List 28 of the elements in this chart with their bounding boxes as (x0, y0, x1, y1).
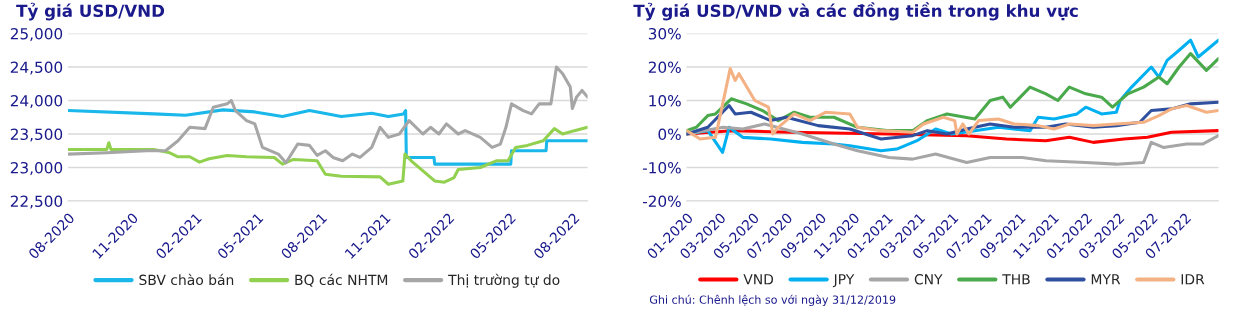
legend-label: CNY (914, 274, 943, 285)
y-tick-label: 10% (649, 94, 681, 107)
line-series (68, 108, 588, 166)
legend-label: THB (1002, 274, 1030, 285)
line-series (686, 67, 1219, 141)
y-tick-label: 24,000 (10, 94, 63, 109)
y-tick-label: -20% (642, 195, 681, 208)
y-tick-label: 30% (648, 27, 681, 40)
legend-label: MYR (1091, 274, 1121, 285)
y-tick-label: 22,500 (10, 195, 63, 209)
legend-label: VND (743, 274, 774, 285)
legend-label: IDR (1181, 274, 1205, 285)
legend-label: JPY (832, 274, 855, 288)
legend-label: BQ các NHTM (295, 273, 388, 287)
y-tick-label: 24,500 (10, 61, 63, 75)
y-tick-label: 20% (648, 61, 681, 74)
legend-label: Thị trường tự do (448, 273, 560, 288)
legend-label: SBV chào bán (139, 273, 234, 286)
text: Ghi chú: Chênh lệch so với ngày 31/12/2019 (649, 294, 896, 306)
chart-title: Tỷ giá USD/VND (16, 2, 165, 21)
y-tick-label: 23,500 (10, 128, 63, 142)
y-tick-label: 23,000 (10, 161, 63, 176)
line-series (68, 125, 588, 186)
y-tick-label: 0% (658, 128, 681, 141)
y-tick-label: 25,000 (10, 27, 63, 42)
chart-title: Tỷ giá USD/VND và các đồng tiền trong khu vực (633, 2, 1078, 21)
line-series (68, 65, 588, 165)
y-tick-label: -10% (642, 161, 681, 174)
